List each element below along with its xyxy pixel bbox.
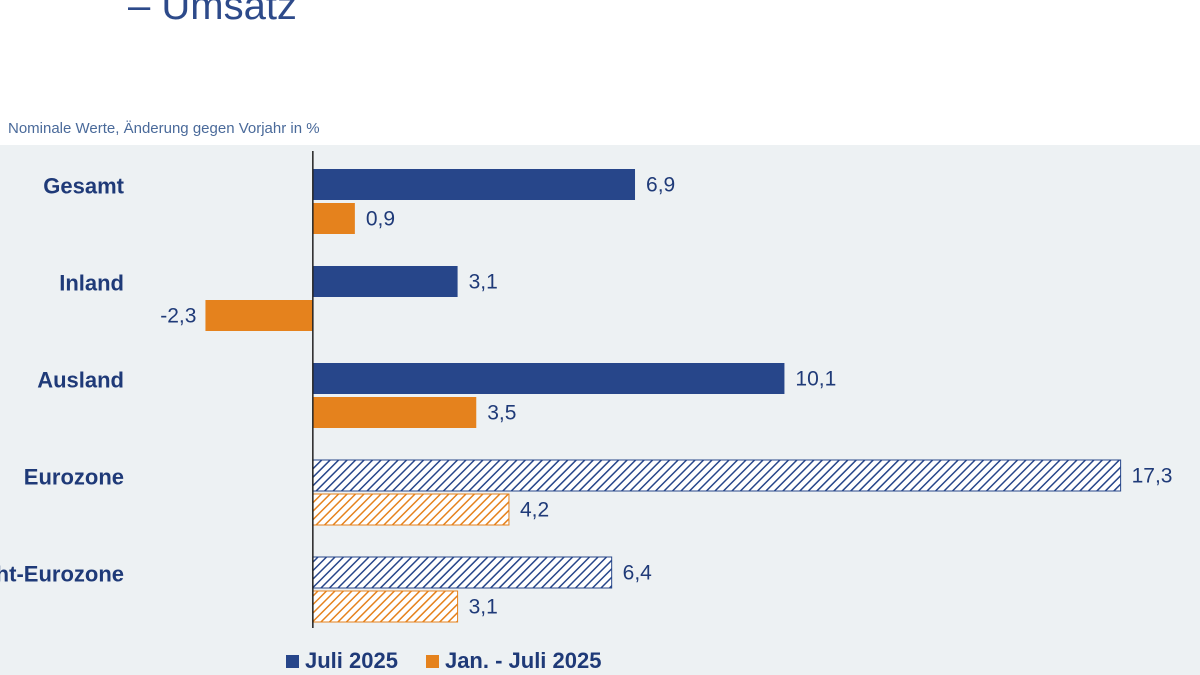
legend-swatch-series-2 (425, 654, 439, 668)
category-label-nicht-eurozone: Nicht-Eurozone (0, 562, 124, 587)
bar-ausland-series-2 (312, 397, 477, 428)
legend: Juli 2025 Jan. - Juli 2025 (286, 648, 601, 674)
value-label-eurozone-series-2: 4,2 (520, 499, 549, 522)
value-label-nicht-eurozone-series-1: 6,4 (623, 562, 653, 585)
bar-eurozone-series-2 (312, 493, 510, 526)
legend-label-series-1: Juli 2025 (305, 648, 398, 673)
legend-swatch-series-1 (286, 654, 299, 668)
value-label-ausland-series-1: 10,1 (795, 368, 836, 391)
value-label-eurozone-series-1: 17,3 (1132, 465, 1173, 488)
value-label-nicht-eurozone-series-2: 3,1 (469, 596, 498, 619)
category-label-gesamt: Gesamt (43, 174, 124, 199)
legend-item-series-2: Jan. - Juli 2025 (425, 648, 602, 674)
legend-label-series-2: Jan. - Juli 2025 (444, 648, 602, 673)
page-title: – Umsatz (128, 0, 297, 28)
value-label-inland-series-2: -2,3 (160, 305, 196, 328)
bar-nicht-eurozone-series-2 (312, 590, 459, 623)
category-label-eurozone: Eurozone (24, 465, 124, 490)
bar-gesamt-series-1 (312, 169, 636, 200)
bar-inland-series-1 (312, 266, 458, 297)
value-label-inland-series-1: 3,1 (469, 271, 498, 294)
category-label-ausland: Ausland (37, 368, 124, 393)
value-label-gesamt-series-1: 6,9 (646, 174, 675, 197)
bar-gesamt-series-2 (312, 203, 355, 234)
bar-eurozone-series-1 (312, 459, 1122, 492)
value-label-ausland-series-2: 3,5 (487, 402, 516, 425)
bar-nicht-eurozone-series-1 (312, 556, 613, 589)
category-label-inland: Inland (59, 271, 124, 296)
bar-inland-series-2 (205, 300, 313, 331)
bars-group: Gesamt 6,9 0,9 Inland 3,1 -2,3 Ausland 10,1 3,5 E… (0, 169, 1173, 623)
value-label-gesamt-series-2: 0,9 (366, 208, 395, 231)
bar-ausland-series-1 (312, 363, 785, 394)
legend-item-series-1: Juli 2025 (286, 648, 398, 674)
chart-subtitle: Nominale Werte, Änderung gegen Vorjahr i… (8, 120, 320, 137)
